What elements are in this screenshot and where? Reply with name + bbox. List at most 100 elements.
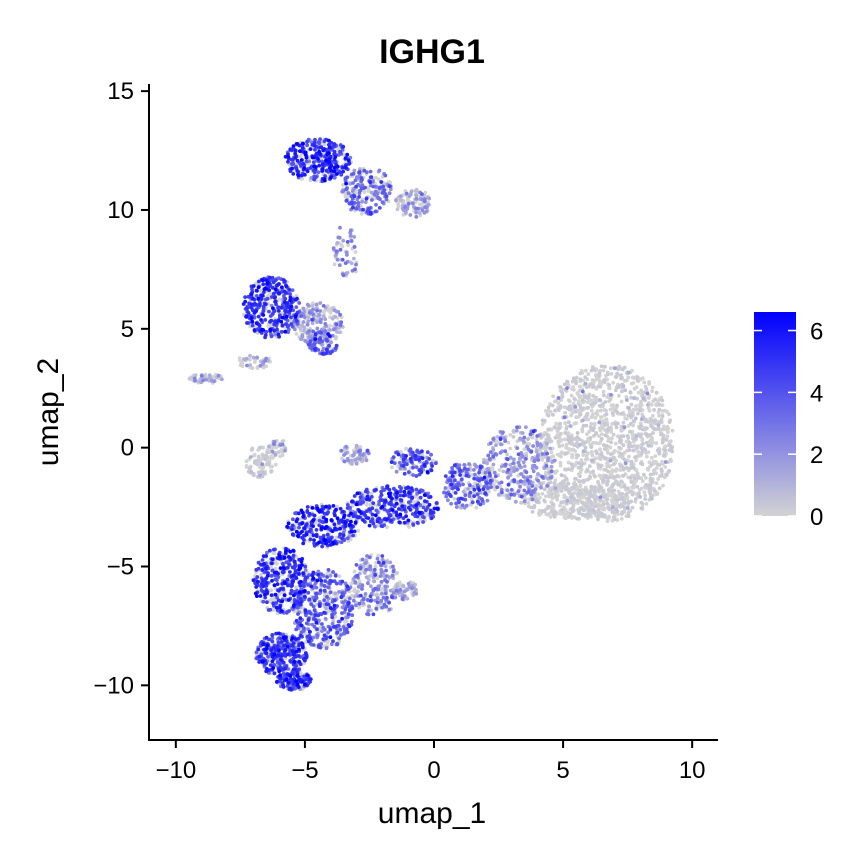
cell-point (607, 507, 612, 512)
cell-point (350, 606, 355, 611)
cell-point (408, 213, 413, 217)
cell-point (518, 479, 523, 483)
cell-point (511, 435, 516, 439)
cell-point (485, 498, 490, 503)
cell-point (526, 489, 531, 494)
cell-point (486, 453, 491, 458)
cell-point (315, 326, 320, 331)
cell-point (336, 624, 341, 628)
cell-point (354, 262, 358, 267)
cell-point (271, 598, 276, 603)
cell-point (577, 479, 582, 484)
cell-point (639, 399, 643, 404)
cell-point (279, 590, 284, 595)
cell-point (526, 447, 531, 452)
cell-point (558, 452, 563, 456)
cell-point (634, 407, 639, 412)
cell-point (596, 479, 600, 484)
cell-point (345, 175, 350, 180)
cell-point (318, 320, 323, 325)
cell-point (616, 482, 621, 487)
cell-point (266, 608, 271, 612)
cell-point (562, 495, 567, 500)
cell-point (384, 574, 389, 578)
cell-point (665, 434, 670, 439)
cell-point (387, 607, 392, 612)
cell-point (394, 469, 399, 474)
cell-point (405, 462, 409, 467)
cell-point (261, 599, 266, 604)
cell-point (588, 492, 593, 497)
cell-point (387, 600, 391, 605)
cell-point (372, 192, 377, 197)
cell-point (571, 401, 576, 406)
cell-point (249, 447, 254, 452)
cell-point (325, 592, 329, 596)
cell-point (667, 420, 672, 424)
chart-title: IGHG1 (379, 33, 485, 71)
cell-point (593, 504, 598, 509)
cell-point (501, 430, 505, 435)
cell-point (335, 241, 340, 245)
cell-point (261, 466, 265, 470)
cell-point (310, 303, 315, 308)
cell-point (516, 489, 521, 494)
cell-point (599, 436, 604, 441)
cell-point (514, 428, 519, 433)
cell-point (380, 200, 385, 205)
cell-point (607, 383, 612, 387)
cell-point (603, 493, 607, 498)
cell-point (360, 557, 365, 562)
cell-point (645, 433, 649, 438)
cell-point (627, 489, 632, 494)
cell-point (614, 467, 619, 471)
cell-point (629, 499, 634, 504)
cell-point (581, 478, 586, 483)
cell-point (340, 591, 345, 595)
cell-point (294, 305, 299, 309)
cell-point (425, 450, 430, 455)
cell-point (503, 439, 508, 443)
cell-point (300, 177, 304, 181)
cell-point (649, 423, 653, 428)
cell-point (414, 591, 419, 596)
cell-point (611, 456, 616, 460)
cell-point (621, 473, 626, 478)
cell-point (381, 184, 386, 189)
cell-point (590, 450, 594, 455)
cell-point (414, 210, 418, 215)
cell-point (518, 484, 522, 489)
cell-point (613, 441, 618, 446)
cell-point (631, 448, 635, 453)
cell-point (376, 553, 381, 558)
cell-point (591, 508, 596, 513)
cell-point (509, 487, 514, 492)
cell-point (650, 437, 654, 442)
cell-point (636, 450, 641, 454)
cell-point (511, 429, 516, 433)
cell-point (335, 504, 339, 509)
cell-point (556, 408, 561, 412)
cell-point (310, 317, 314, 322)
cell-point (314, 591, 318, 596)
cell-point (511, 461, 516, 466)
cell-point (372, 567, 377, 572)
cell-point (470, 500, 475, 505)
cell-point (253, 360, 257, 364)
cell-point (668, 443, 672, 448)
cell-point (344, 187, 349, 192)
cell-point (379, 579, 384, 584)
cell-point (364, 575, 369, 580)
cell-point (619, 479, 624, 484)
cell-point (586, 405, 590, 410)
cell-point (516, 452, 521, 457)
cell-point (462, 466, 467, 471)
cell-point (576, 492, 581, 496)
cell-point (615, 403, 619, 408)
cell-point (261, 454, 265, 458)
cell-point (404, 191, 409, 196)
cell-point (619, 517, 624, 521)
cell-point (617, 439, 622, 444)
cell-point (258, 445, 262, 450)
cell-point (588, 474, 592, 479)
